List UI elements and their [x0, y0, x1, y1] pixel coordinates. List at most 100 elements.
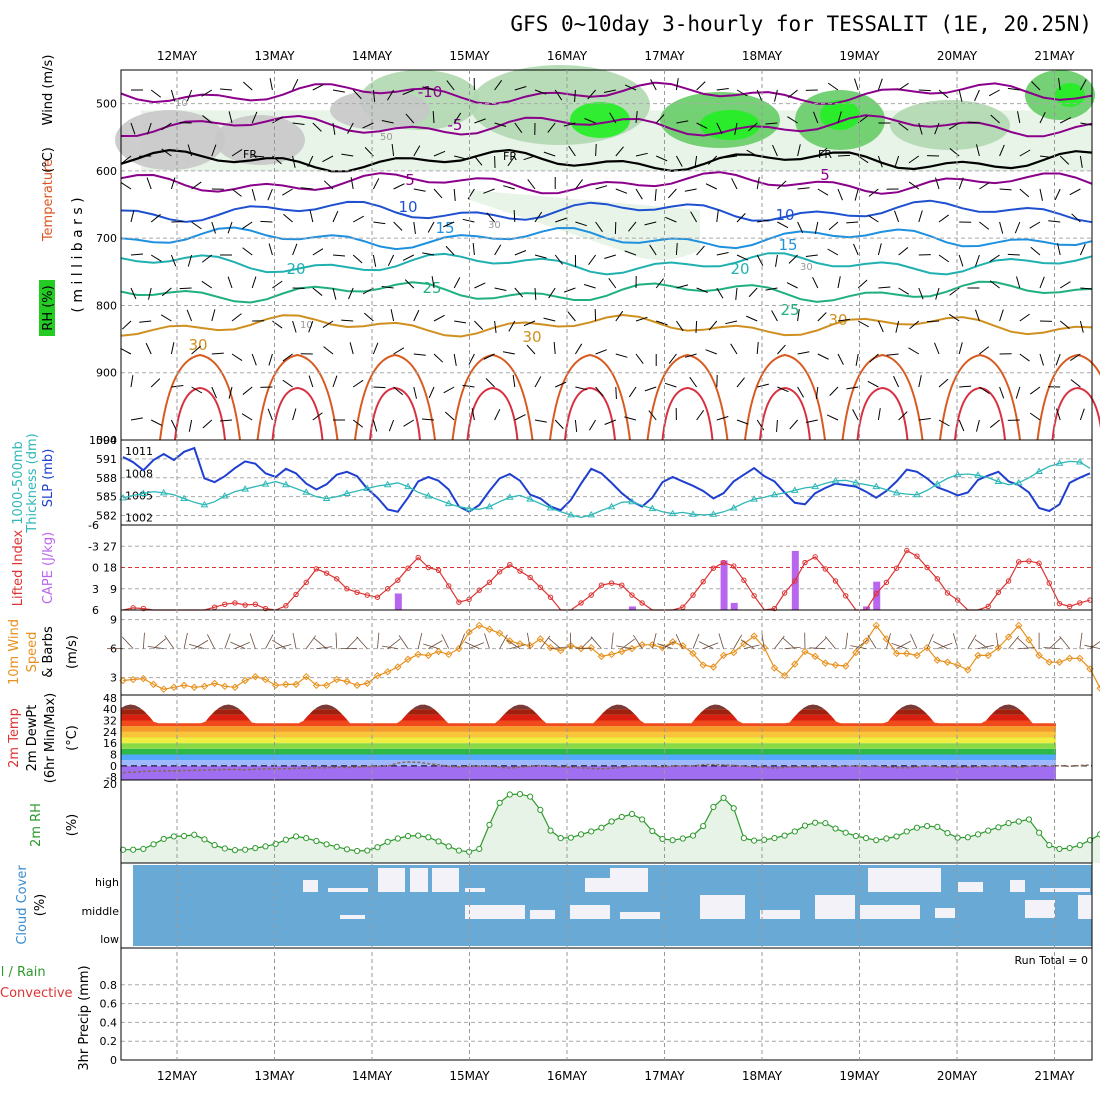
- cloud-axis-label: Cloud Cover: [15, 865, 30, 945]
- date-label-bottom: 20MAY: [937, 1069, 978, 1083]
- wind-barb: [348, 287, 354, 300]
- rh-point: [1066, 844, 1073, 852]
- rh-point: [659, 835, 666, 843]
- wind-barb: [896, 640, 911, 649]
- wind-speed-point: [383, 668, 392, 676]
- wind-barb: [332, 89, 345, 93]
- wind-barb: [201, 280, 213, 289]
- wind-barb: [362, 122, 374, 129]
- isotherm-label: -5: [448, 116, 463, 134]
- wind-speed-point: [404, 655, 412, 663]
- lifted-index-point: [476, 587, 482, 593]
- isotherm-40: [271, 386, 324, 441]
- wind-barb: [503, 185, 515, 190]
- wind-barb: [523, 320, 536, 327]
- wind-barb: [413, 188, 426, 192]
- rh-point: [486, 821, 493, 828]
- lifted-index-point: [547, 594, 554, 600]
- thickness-marker: [139, 489, 148, 497]
- wind-barb: [332, 122, 336, 135]
- cloud-level-middle: middle: [81, 905, 119, 918]
- wind-barb: [877, 155, 883, 168]
- wind-barb: [398, 635, 409, 649]
- wind-barb: [867, 380, 879, 388]
- wind-barb: [453, 353, 457, 366]
- wind-barb: [809, 647, 826, 650]
- wind-barb: [665, 216, 677, 223]
- wind-speed-point: [618, 647, 626, 656]
- rh-point: [150, 841, 157, 848]
- wind-barb: [736, 89, 748, 97]
- lifted-index-point: [985, 603, 991, 610]
- wind-barb: [534, 287, 537, 301]
- wind-barb: [443, 386, 455, 394]
- wind-barb: [483, 353, 495, 360]
- wind-barb: [695, 320, 698, 334]
- wind-barb: [312, 412, 323, 421]
- wind-barb: [231, 353, 243, 361]
- wind-barb: [675, 633, 684, 649]
- wind-barb: [1039, 188, 1043, 201]
- wind-barb: [1079, 320, 1084, 333]
- isotherm-FR: [120, 148, 1093, 173]
- wind-barb: [989, 280, 1000, 289]
- wind-barb: [867, 634, 877, 649]
- wind-speed-point: [1076, 654, 1084, 663]
- isotherm-label: 30: [522, 328, 541, 346]
- wind-barb: [251, 111, 258, 124]
- wind-speed-point: [271, 681, 280, 690]
- isotherm-35: [549, 353, 631, 441]
- isotherm-label: 25: [780, 301, 799, 319]
- wind-barb: [403, 419, 415, 427]
- wind-barb: [635, 316, 648, 322]
- wind-barb: [453, 277, 461, 289]
- wind-speed-point: [536, 635, 545, 643]
- wind-speed-point: [333, 675, 341, 684]
- wind-barb: [485, 378, 495, 388]
- wind-barb: [624, 250, 637, 256]
- wind-barb: [1059, 320, 1070, 329]
- wind-barb: [282, 188, 293, 196]
- wind-barb: [161, 148, 172, 157]
- thickness-axis-label: 1000-500mb: [11, 441, 26, 525]
- wind-barb: [696, 409, 705, 421]
- isotherm-35: [256, 353, 339, 441]
- wind-barb: [668, 353, 677, 364]
- thickness-marker: [953, 470, 962, 478]
- wind-barb: [846, 386, 859, 390]
- wind-barb: [422, 86, 435, 91]
- wind-barb: [756, 254, 764, 266]
- wind-speed-point: [414, 650, 422, 659]
- wind-speed-point: [801, 647, 809, 656]
- wind-barb: [553, 342, 556, 355]
- lifted-index-point: [1036, 560, 1042, 566]
- wind-barb: [188, 643, 205, 650]
- lifted-index-point: [1005, 578, 1012, 584]
- lifted-index-point: [140, 605, 147, 612]
- wind-barb: [346, 636, 359, 649]
- wind-barb: [877, 320, 884, 333]
- wind-speed-point: [770, 664, 779, 672]
- wind-barb: [918, 210, 923, 223]
- wind-barb: [187, 144, 193, 157]
- date-label-bottom: 21MAY: [1034, 1069, 1075, 1083]
- wind-barb: [272, 280, 283, 289]
- rh-point: [1097, 831, 1100, 838]
- thickness-marker: [729, 504, 738, 511]
- wind-barb: [314, 638, 327, 649]
- rh-point: [608, 818, 615, 825]
- thickness-marker: [383, 480, 392, 488]
- rh-point: [649, 827, 656, 835]
- rh-point: [812, 819, 819, 826]
- isotherm-35: [354, 353, 436, 441]
- rh-point: [323, 841, 330, 848]
- wind-barb: [413, 221, 416, 234]
- wind-barb: [201, 89, 213, 97]
- wind-barb: [886, 353, 899, 356]
- wind-barb: [381, 286, 394, 289]
- wind-barb: [372, 342, 379, 355]
- isotherm-label: 25: [422, 279, 441, 297]
- temp-band: [121, 714, 1056, 721]
- wind-barb: [312, 248, 324, 256]
- wind-barb: [918, 418, 931, 421]
